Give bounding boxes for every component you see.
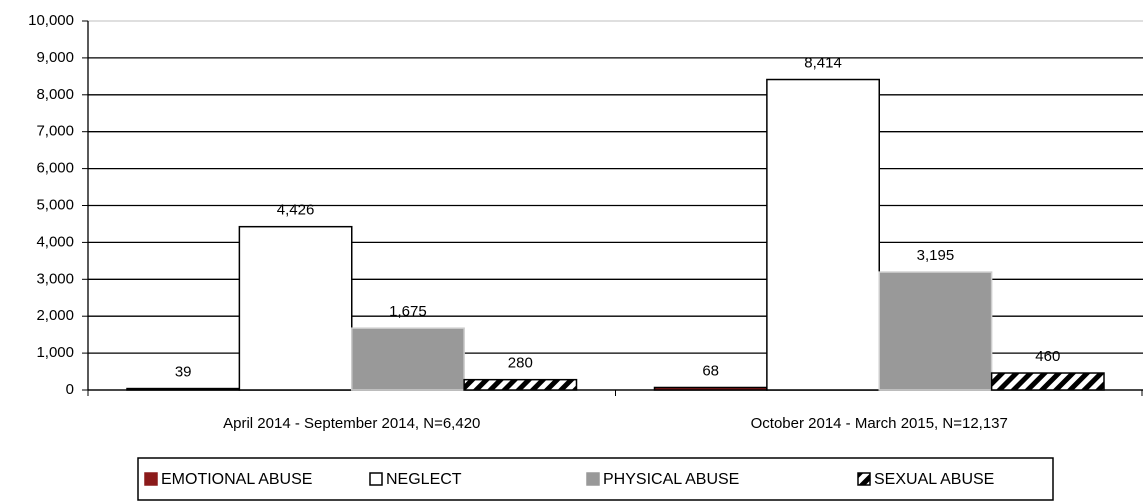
value-label: 280 — [508, 355, 533, 372]
y-tick-label: 9,000 — [36, 49, 74, 66]
value-label: 4,426 — [277, 202, 315, 219]
y-tick-label: 4,000 — [36, 233, 74, 250]
y-tick-label: 1,000 — [36, 344, 74, 361]
legend-label: SEXUAL ABUSE — [874, 471, 994, 488]
value-label: 3,195 — [917, 247, 955, 264]
legend-swatch — [586, 472, 600, 486]
legend-swatch — [369, 472, 383, 486]
legend-label: PHYSICAL ABUSE — [603, 471, 739, 488]
bar — [766, 78, 880, 391]
y-tick-label: 6,000 — [36, 160, 74, 177]
value-label: 1,675 — [389, 303, 427, 320]
bar — [990, 372, 1105, 391]
y-tick-label: 7,000 — [36, 123, 74, 140]
y-tick-label: 3,000 — [36, 270, 74, 287]
y-tick-label: 0 — [66, 381, 74, 398]
legend-label: EMOTIONAL ABUSE — [161, 471, 312, 488]
y-tick-label: 8,000 — [36, 86, 74, 103]
legend-swatch — [144, 472, 158, 486]
y-tick-label: 2,000 — [36, 307, 74, 324]
value-label: 68 — [702, 362, 719, 379]
x-tick-label: October 2014 - March 2015, N=12,137 — [751, 415, 1008, 432]
bar — [126, 387, 241, 391]
bar — [238, 225, 353, 391]
x-tick-label: April 2014 - September 2014, N=6,420 — [223, 415, 480, 432]
bar — [351, 327, 465, 391]
y-tick-label: 5,000 — [36, 196, 74, 213]
value-label: 8,414 — [804, 54, 842, 71]
value-label: 460 — [1035, 348, 1060, 365]
y-tick-label: 10,000 — [28, 12, 74, 29]
legend-swatch — [857, 472, 871, 486]
bar — [878, 271, 993, 391]
value-label: 39 — [175, 364, 192, 381]
legend-label: NEGLECT — [386, 471, 462, 488]
bar — [463, 378, 578, 391]
bar — [653, 386, 768, 391]
